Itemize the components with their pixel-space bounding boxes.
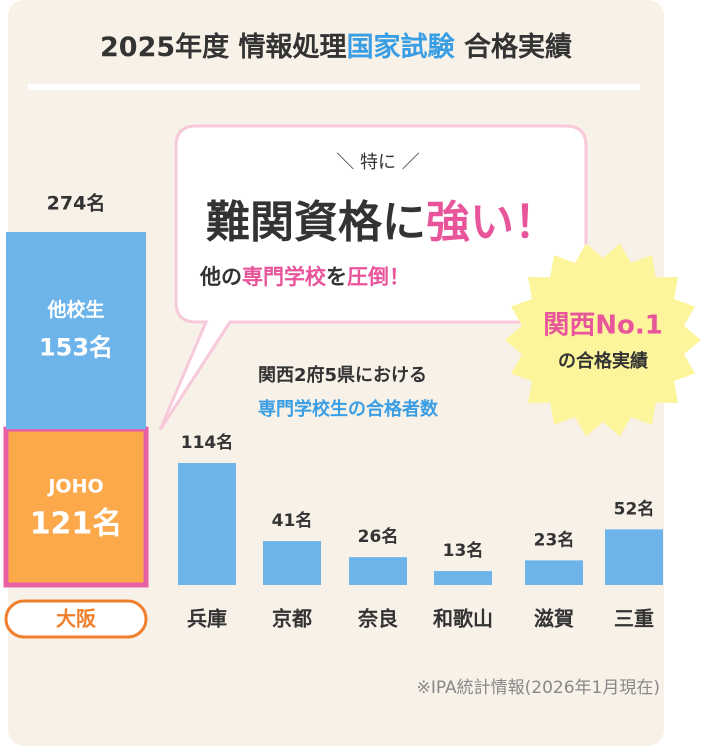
segment-value-label: 153名: [39, 334, 113, 362]
callout-lead: ＼ 特に ／: [336, 152, 419, 173]
note-line1: 関西2府5県における: [258, 364, 427, 386]
sub-part: ！: [389, 265, 410, 289]
x-tick-label: 京都: [272, 607, 312, 631]
sub-part: 圧倒: [347, 265, 389, 289]
title-part: 2025年度 情報処理: [100, 31, 347, 63]
title: 2025年度 情報処理国家試験 合格実績: [100, 31, 572, 63]
x-tick-label: 滋賀: [534, 607, 574, 631]
x-tick-label: 三重: [614, 607, 654, 631]
sub-part: 専門学校: [242, 265, 327, 289]
note-line2: 専門学校生の合格者数: [258, 398, 439, 420]
value-label: 41名: [272, 510, 313, 531]
value-label: 114名: [181, 432, 234, 453]
headline-part: 強い: [426, 197, 514, 248]
value-label: 13名: [443, 540, 484, 561]
headline-part: 難関資格に: [206, 197, 426, 248]
value-label: 26名: [358, 526, 399, 547]
segment-name: JOHO: [46, 476, 103, 498]
headline-part: ！: [514, 197, 558, 248]
callout-sub: 他の専門学校を圧倒！: [199, 265, 410, 289]
stacked-segment: [6, 232, 146, 430]
bar: [263, 541, 321, 585]
bar: [178, 463, 236, 585]
callout-headline: 難関資格に強い！: [206, 197, 558, 248]
badge-star: [505, 243, 701, 437]
category-pill: [4, 599, 148, 639]
value-label: 23名: [534, 529, 575, 550]
x-tick-label: 兵庫: [187, 607, 227, 631]
title-part: 合格実績: [455, 31, 572, 63]
segment-value-label: 121名: [30, 507, 123, 542]
bar: [525, 560, 583, 585]
sub-part: 他の: [199, 265, 242, 289]
x-tick-label: 大阪: [56, 607, 97, 631]
speech-bubble: [158, 124, 588, 431]
bar: [349, 557, 407, 585]
footnote: ※IPA統計情報(2026年1月現在): [417, 678, 660, 698]
value-label: 52名: [614, 498, 655, 519]
total-label: 274名: [47, 192, 106, 215]
badge-line2: の合格実績: [558, 350, 648, 372]
x-tick-label: 奈良: [357, 607, 398, 631]
badge-line1: 関西No.1: [543, 311, 663, 341]
segment-name: 他校生: [46, 298, 104, 321]
title-rule: [28, 84, 640, 90]
title-part: 国家試験: [347, 31, 456, 63]
stacked-segment: [3, 426, 149, 588]
sub-part: を: [326, 265, 347, 289]
bar: [434, 571, 492, 585]
bar: [605, 529, 663, 585]
x-tick-label: 和歌山: [433, 607, 493, 631]
